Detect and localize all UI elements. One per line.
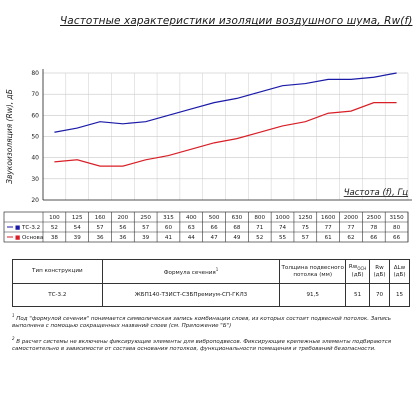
data-label: 39 — [142, 235, 150, 241]
data-label: 41 — [165, 235, 173, 241]
data-label: 49 — [233, 235, 241, 241]
y-tick-label: 40 — [31, 155, 39, 162]
table-row: ТС-3.2 ЖБП140-ТЗИСТ-СЗБПремиум-СП-ГКЛ3 9… — [12, 283, 410, 307]
x-tick-label: 200 — [118, 215, 129, 221]
footnote-2: 2 В расчет системы не включены фиксирующ… — [12, 336, 392, 353]
x-tick-label: 100 — [49, 215, 60, 221]
series-line-2 — [54, 102, 397, 167]
data-label: 66 — [370, 235, 378, 241]
x-tick-label: 1000 — [275, 215, 290, 221]
cell-formula: ЖБП140-ТЗИСТ-СЗБПремиум-СП-ГКЛ3 — [101, 283, 281, 307]
series-line-1 — [54, 72, 397, 133]
data-label: 55 — [279, 235, 287, 241]
header-formula: Формула сечения1 — [101, 259, 281, 284]
data-label: 57 — [302, 235, 310, 241]
data-label: 68 — [233, 225, 241, 231]
data-label: 56 — [119, 225, 127, 231]
legend-label-1: ТС-3.2 — [21, 225, 40, 231]
cell-thickness: 91,5 — [279, 283, 347, 307]
x-tick-label: 500 — [209, 215, 220, 221]
data-label: 44 — [188, 235, 196, 241]
legend-marker-2: ■ — [15, 235, 20, 241]
x-tick-label: 630 — [232, 215, 243, 221]
legend-label-2: Основа — [22, 235, 43, 241]
footnote-1: 1 Под "формулой сечения" понимается симв… — [12, 313, 392, 330]
header-rw: Rw (дБ) — [369, 259, 391, 284]
data-label: 74 — [279, 225, 287, 231]
data-label: 63 — [188, 225, 196, 231]
cell-rw-base: 51 — [345, 283, 371, 307]
construction-table: Тип конструкции Формула сечения1 Толщина… — [12, 259, 410, 307]
x-tick-label: 160 — [95, 215, 106, 221]
header-type: Тип конструкции — [12, 259, 103, 284]
x-tick-label: 125 — [72, 215, 83, 221]
x-tick-label: 250 — [140, 215, 151, 221]
x-axis-label: Частота (f), Гц — [344, 188, 408, 198]
x-tick-label: 1250 — [298, 215, 313, 221]
y-tick-label: 50 — [31, 134, 39, 141]
x-tick-label: 1600 — [321, 215, 336, 221]
y-tick-label: 20 — [31, 197, 39, 204]
data-label: 38 — [51, 235, 59, 241]
cell-dlw: 15 — [389, 283, 410, 307]
legend-marker-1: ■ — [15, 225, 20, 231]
data-label: 60 — [165, 225, 173, 231]
y-axis-label: Звукоизоляция (Rw), дБ — [5, 89, 14, 184]
data-label: 36 — [96, 235, 104, 241]
x-tick-label: 2500 — [367, 215, 382, 221]
x-tick-label: 400 — [186, 215, 197, 221]
x-tick-label: 315 — [163, 215, 174, 221]
data-label: 54 — [74, 225, 82, 231]
x-tick-label: 800 — [254, 215, 265, 221]
header-thickness: Толщина подвесного потолка (мм) — [279, 259, 347, 284]
y-tick-label: 60 — [31, 112, 39, 119]
data-label: 61 — [325, 235, 333, 241]
data-label: 71 — [256, 225, 264, 231]
header-rw-base: RwОСН (дБ) — [345, 259, 371, 284]
y-tick-label: 70 — [31, 91, 39, 98]
data-label: 57 — [142, 225, 150, 231]
data-label: 66 — [393, 235, 401, 241]
data-label: 52 — [256, 235, 263, 241]
data-label: 77 — [325, 225, 333, 231]
data-label: 78 — [370, 225, 378, 231]
header-dlw: ΔLw (дБ) — [389, 259, 410, 284]
data-label: 52 — [51, 225, 58, 231]
data-label: 62 — [347, 235, 354, 241]
data-label: 36 — [119, 235, 127, 241]
cell-rw: 70 — [369, 283, 391, 307]
data-label: 66 — [211, 225, 219, 231]
data-label: 77 — [347, 225, 355, 231]
data-label: 80 — [393, 225, 401, 231]
y-tick-label: 30 — [31, 176, 39, 183]
data-label: 75 — [302, 225, 310, 231]
x-tick-label: 2000 — [344, 215, 359, 221]
x-tick-label: 3150 — [389, 215, 404, 221]
table-header-row: Тип конструкции Формула сечения1 Толщина… — [12, 259, 410, 284]
data-label: 57 — [96, 225, 104, 231]
y-tick-label: 80 — [31, 70, 39, 77]
chart-title: Частотные характеристики изоляции воздуш… — [60, 15, 413, 27]
cell-type: ТС-3.2 — [12, 283, 103, 307]
data-label: 47 — [211, 235, 219, 241]
data-label: 39 — [74, 235, 82, 241]
